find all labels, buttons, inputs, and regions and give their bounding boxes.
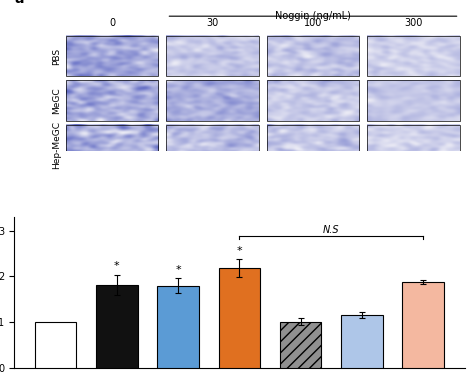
Bar — [66, 125, 158, 165]
Text: 30: 30 — [207, 18, 219, 28]
Text: PBS: PBS — [53, 48, 62, 65]
Bar — [280, 321, 321, 368]
Bar — [267, 36, 359, 77]
Text: *: * — [237, 246, 242, 256]
Text: MeGC: MeGC — [53, 87, 62, 114]
Bar — [219, 268, 260, 368]
Bar — [402, 282, 444, 368]
Bar — [367, 125, 460, 165]
Text: N.S: N.S — [323, 225, 339, 235]
Bar — [267, 125, 359, 165]
Bar — [157, 285, 199, 368]
Text: 0: 0 — [109, 18, 115, 28]
Text: *: * — [175, 265, 181, 274]
Text: *: * — [114, 262, 119, 271]
Text: a: a — [14, 0, 24, 6]
Bar — [267, 80, 359, 121]
Bar — [166, 36, 259, 77]
Bar — [66, 36, 158, 77]
Bar — [66, 80, 158, 121]
Bar — [166, 80, 259, 121]
Bar — [96, 285, 137, 368]
Bar — [367, 80, 460, 121]
Bar — [166, 125, 259, 165]
Bar — [341, 315, 383, 368]
Text: 100: 100 — [304, 18, 322, 28]
Bar — [35, 322, 76, 368]
Bar — [367, 36, 460, 77]
Text: 300: 300 — [404, 18, 423, 28]
Text: Hep-MeGC: Hep-MeGC — [53, 121, 62, 169]
Text: Noggin (ng/mL): Noggin (ng/mL) — [275, 11, 351, 21]
